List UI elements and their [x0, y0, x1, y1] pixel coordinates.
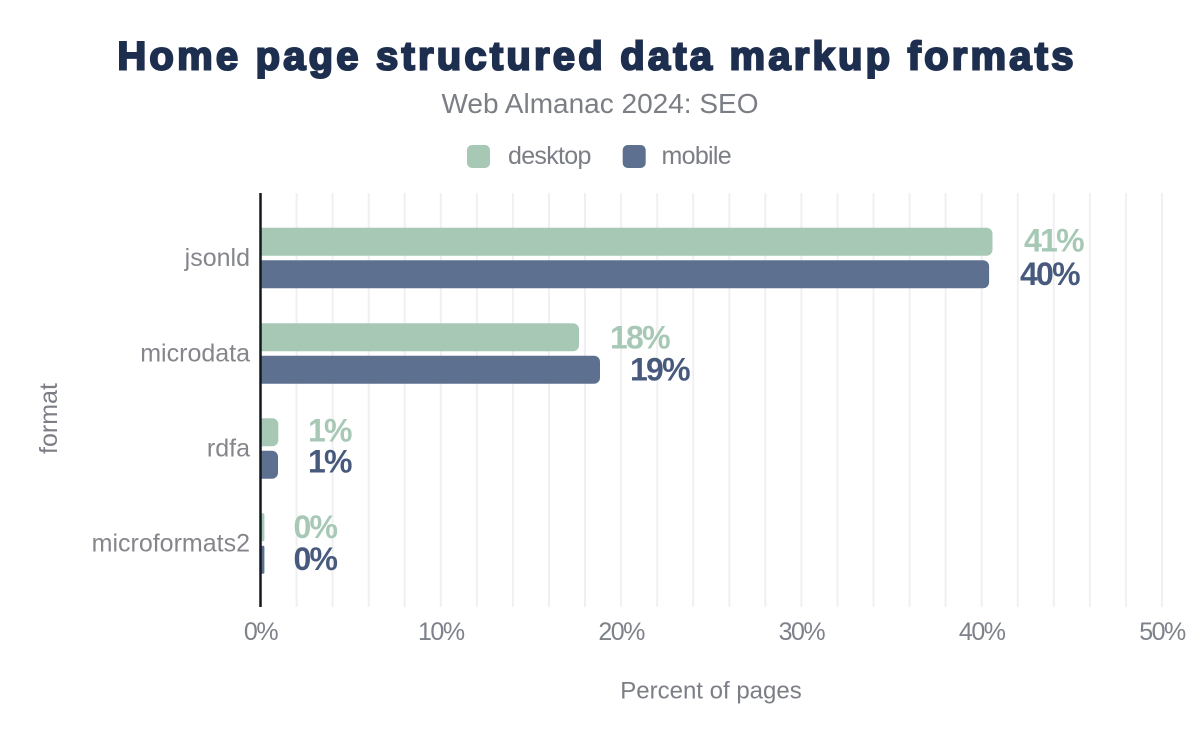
svg-text:jsonld: jsonld [184, 244, 250, 272]
svg-text:40%: 40% [1020, 256, 1080, 292]
svg-text:0%: 0% [294, 509, 338, 545]
svg-text:1%: 1% [308, 413, 352, 449]
svg-text:Web Almanac 2024: SEO: Web Almanac 2024: SEO [442, 88, 759, 119]
svg-text:rdfa: rdfa [207, 435, 250, 463]
svg-text:desktop: desktop [508, 142, 591, 170]
svg-text:mobile: mobile [662, 142, 731, 170]
svg-text:microformats2: microformats2 [92, 530, 250, 558]
svg-text:0%: 0% [244, 618, 278, 646]
svg-text:19%: 19% [630, 352, 690, 388]
svg-text:1%: 1% [308, 444, 352, 480]
svg-text:30%: 30% [779, 618, 826, 646]
svg-text:Home page structured data mark: Home page structured data markup formats [117, 35, 1076, 79]
svg-text:41%: 41% [1024, 223, 1084, 259]
svg-text:format: format [35, 383, 63, 454]
svg-text:18%: 18% [610, 320, 670, 356]
svg-text:40%: 40% [959, 618, 1006, 646]
svg-text:10%: 10% [418, 618, 465, 646]
svg-text:0%: 0% [294, 541, 338, 577]
svg-text:microdata: microdata [140, 340, 250, 368]
svg-text:50%: 50% [1139, 618, 1186, 646]
svg-text:Percent of pages: Percent of pages [620, 678, 801, 705]
svg-text:20%: 20% [598, 618, 645, 646]
